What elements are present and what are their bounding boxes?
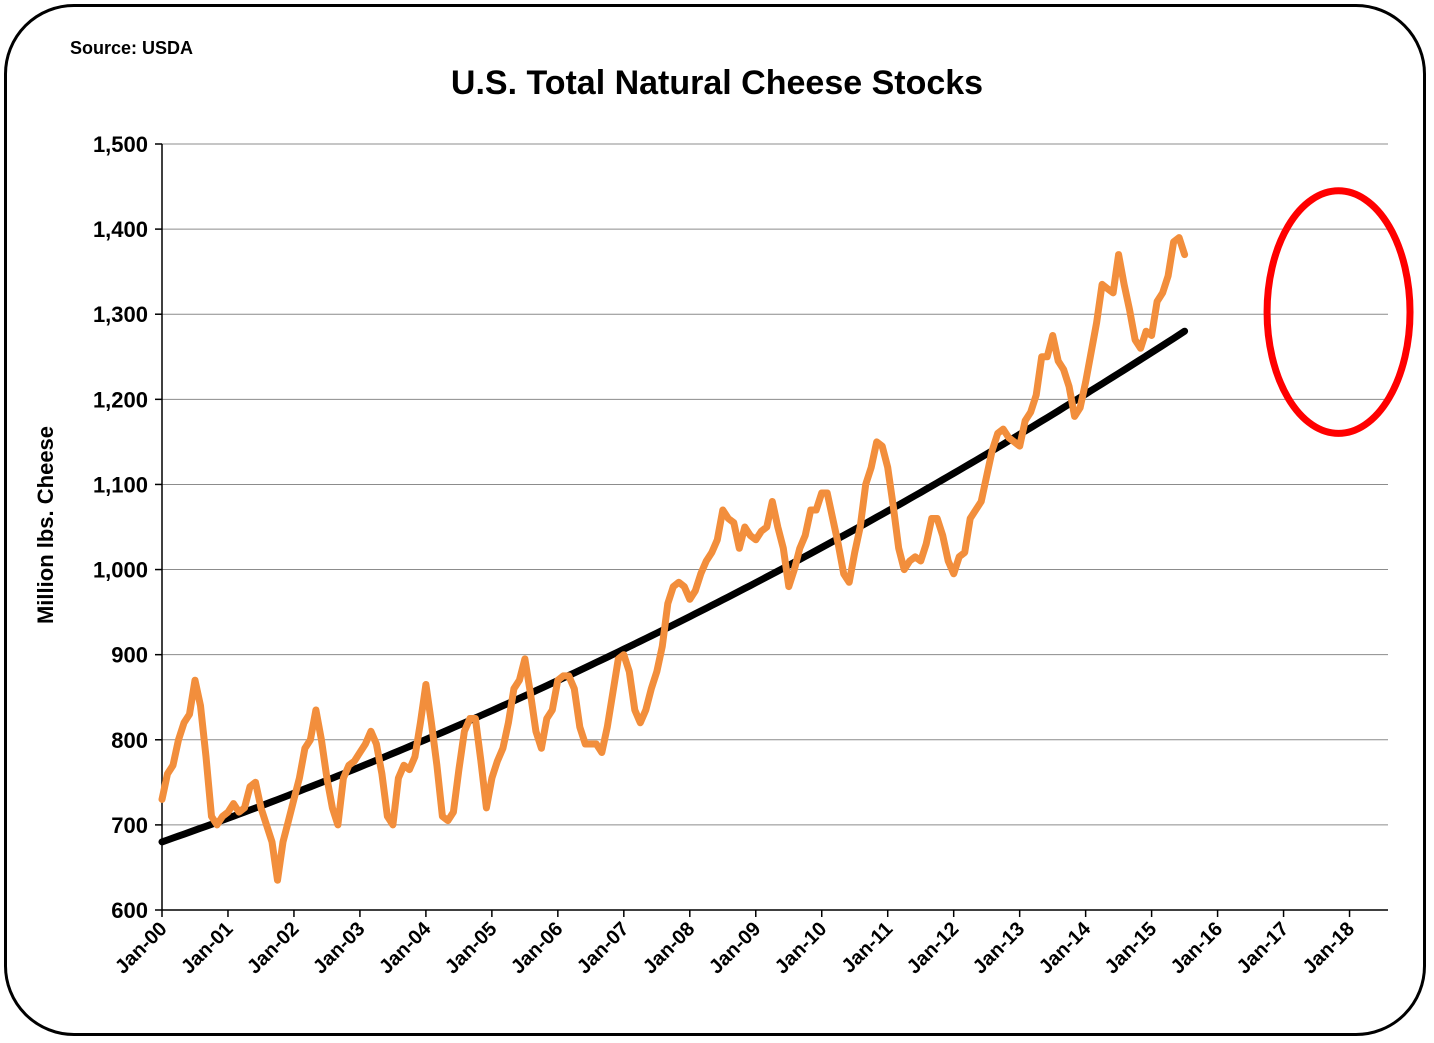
x-tick-label: Jan-01 — [177, 918, 237, 978]
series-line — [158, 234, 1189, 884]
x-tick-label: Jan-12 — [903, 918, 963, 978]
y-tick-label: 1,100 — [93, 472, 148, 497]
x-tick-label: Jan-05 — [441, 918, 501, 978]
x-tick-label: Jan-00 — [111, 918, 171, 978]
x-tick-label: Jan-09 — [705, 918, 765, 978]
y-tick-label: 600 — [111, 898, 148, 923]
highlight-ellipse — [1263, 187, 1414, 437]
chart-title: U.S. Total Natural Cheese Stocks — [450, 64, 984, 102]
y-tick-label: 1,300 — [93, 302, 148, 327]
x-tick-label: Jan-15 — [1101, 918, 1161, 978]
x-tick-label: Jan-11 — [838, 918, 898, 978]
x-tick-label: Jan-17 — [1233, 918, 1293, 978]
x-tick-label: Jan-03 — [309, 918, 369, 978]
chart-frame — [4, 4, 1426, 1036]
x-tick-label: Jan-06 — [507, 918, 567, 978]
y-tick-label: 800 — [111, 728, 148, 753]
y-tick-label: 1,400 — [93, 217, 148, 242]
x-tick-label: Jan-14 — [1035, 917, 1096, 978]
x-tick-label: Jan-10 — [771, 918, 831, 978]
y-tick-label: 700 — [111, 813, 148, 838]
x-tick-label: Jan-02 — [243, 918, 303, 978]
x-tick-label: Jan-08 — [639, 918, 699, 978]
x-tick-label: Jan-04 — [375, 917, 436, 978]
x-tick-label: Jan-16 — [1167, 918, 1227, 978]
source-note: Source: USDA — [70, 38, 194, 58]
y-tick-label: 1,200 — [93, 387, 148, 412]
x-tick-label: Jan-07 — [573, 918, 633, 978]
y-tick-label: 900 — [111, 643, 148, 668]
x-tick-label: Jan-18 — [1299, 918, 1359, 978]
x-tick-label: Jan-13 — [969, 918, 1029, 978]
y-tick-label: 1,000 — [93, 558, 148, 583]
y-tick-label: 1,500 — [93, 132, 148, 157]
